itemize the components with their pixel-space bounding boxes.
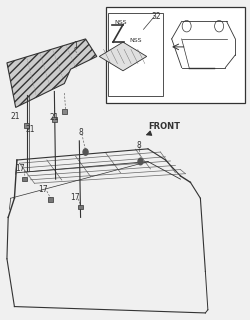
Text: FRONT: FRONT bbox=[148, 122, 179, 131]
Bar bbox=[78, 204, 82, 209]
Text: 1: 1 bbox=[73, 41, 78, 51]
Text: 32: 32 bbox=[151, 12, 161, 21]
Text: NSS: NSS bbox=[114, 20, 126, 26]
Text: 21: 21 bbox=[11, 112, 20, 121]
Polygon shape bbox=[99, 42, 146, 71]
Circle shape bbox=[138, 158, 142, 165]
Bar bbox=[22, 177, 27, 181]
Circle shape bbox=[83, 149, 88, 155]
Bar bbox=[108, 13, 162, 96]
Bar bbox=[52, 117, 57, 122]
Bar bbox=[48, 197, 52, 202]
Text: 8: 8 bbox=[136, 140, 140, 149]
Bar bbox=[24, 123, 29, 128]
Text: 8: 8 bbox=[78, 128, 82, 137]
Bar bbox=[105, 7, 244, 103]
Polygon shape bbox=[7, 39, 96, 108]
Text: 21: 21 bbox=[50, 114, 59, 123]
Text: 17: 17 bbox=[15, 164, 25, 173]
Text: 17: 17 bbox=[38, 186, 48, 195]
Bar bbox=[62, 109, 66, 114]
Text: 21: 21 bbox=[26, 124, 35, 133]
Text: NSS: NSS bbox=[129, 38, 141, 43]
Text: 17: 17 bbox=[70, 193, 79, 202]
